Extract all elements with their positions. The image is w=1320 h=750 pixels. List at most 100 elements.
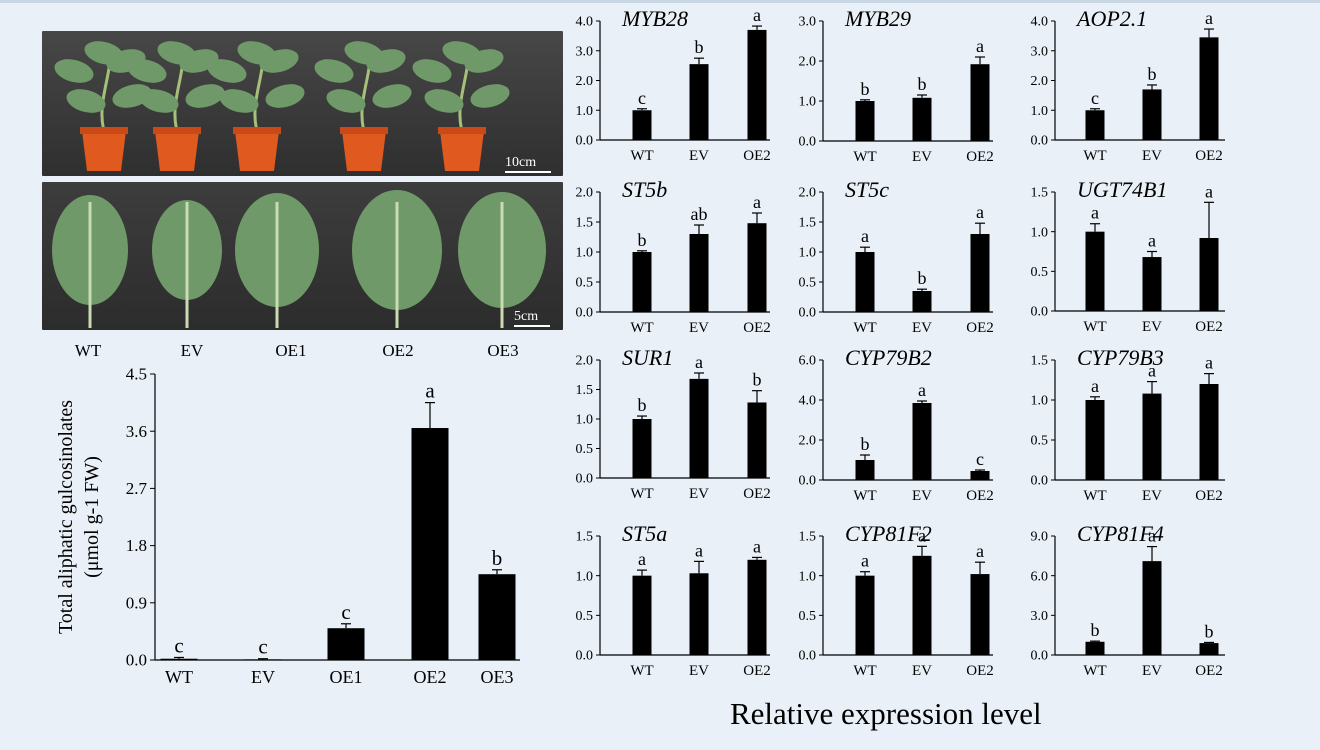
bar-oe1	[327, 628, 365, 660]
bar-wt	[160, 658, 198, 660]
y-tick-label: 4.0	[576, 15, 594, 30]
chart-title: UGT74B1	[1077, 177, 1167, 202]
plant-oe1	[207, 41, 305, 171]
x-tick-label: OE2	[966, 663, 994, 679]
chart-st5a: 0.0 0.5 1.0 1.5 a WT a EV a OE2 ST5a	[576, 521, 771, 679]
plant-leaf	[207, 59, 247, 83]
y-tick-label: 4.0	[1031, 15, 1049, 30]
significance-letter: a	[1205, 353, 1213, 373]
bar-wt	[855, 575, 875, 655]
significance-letter: a	[1148, 231, 1156, 251]
plant-pot	[155, 131, 199, 171]
bar-wt	[855, 460, 875, 480]
plant-oe3	[412, 41, 510, 171]
chart-cyp81f2: 0.0 0.5 1.0 1.5 a WT a EV a OE2 CYP81F2	[799, 521, 994, 679]
significance-letter: a	[1148, 361, 1156, 381]
significance-letter: a	[753, 536, 761, 556]
x-tick-label: OE2	[414, 667, 447, 687]
x-tick-label: EV	[251, 667, 275, 687]
y-tick-label: 0.0	[799, 474, 817, 489]
x-tick-label: OE2	[966, 320, 994, 336]
plant-leaf	[265, 84, 305, 108]
chart-title: ST5a	[622, 521, 667, 546]
plant-leaf	[372, 84, 412, 108]
chart-title: ST5c	[845, 177, 889, 202]
y-tick-label: 0.0	[576, 472, 594, 487]
x-tick-label: EV	[912, 663, 932, 679]
x-tick-label: WT	[853, 663, 876, 679]
bar-wt	[632, 419, 652, 478]
chart-myb28: 0.0 1.0 2.0 3.0 4.0 c WT b EV a OE2 MYB28	[576, 5, 771, 164]
y-tick-label: 1.5	[799, 530, 817, 545]
significance-letter: c	[976, 449, 984, 469]
y-tick-label: 1.0	[1031, 104, 1049, 119]
y-tick-label: 1.0	[576, 413, 594, 428]
y-tick-label: 0.5	[799, 609, 817, 624]
chart-cyp79b2: 0.0 2.0 4.0 6.0 b WT a EV c OE2 CYP79B2	[799, 345, 994, 504]
x-tick-label: WT	[630, 486, 653, 502]
chart-cyp79b3: 0.0 0.5 1.0 1.5 a WT a EV a OE2 CYP79B3	[1031, 345, 1225, 504]
y-tick-label: 2.0	[576, 186, 594, 201]
significance-letter: a	[1091, 203, 1099, 223]
plant-leaf	[326, 89, 366, 113]
chart-title: CYP79B2	[845, 345, 932, 370]
significance-letter: a	[753, 192, 761, 212]
y-tick-label: 0.5	[1031, 434, 1049, 449]
bar-oe2	[1199, 37, 1219, 140]
bar-oe2	[747, 29, 767, 140]
x-tick-label: EV	[1142, 663, 1162, 679]
bar-ev	[1142, 257, 1162, 311]
bar-oe2	[747, 402, 767, 478]
y-tick-label: 1.0	[1031, 394, 1049, 409]
bar-oe2	[747, 223, 767, 312]
significance-letter: a	[1205, 8, 1213, 28]
significance-letter: b	[753, 370, 762, 390]
plant-wt	[54, 41, 152, 171]
significance-letter: b	[695, 37, 704, 57]
leaf-oe1	[235, 193, 319, 328]
plant-leaf	[344, 41, 384, 65]
significance-letter: a	[861, 226, 869, 246]
x-tick-label: OE2	[1195, 148, 1223, 164]
y-tick-label: 3.0	[799, 15, 817, 30]
y-tick-label: 2.7	[126, 479, 148, 498]
scale-bar-10cm: 10cm	[505, 155, 551, 173]
chart-st5b: 0.0 0.5 1.0 1.5 2.0 b WT ab EV a OE2 ST5b	[576, 177, 771, 336]
bar-oe3	[478, 574, 516, 660]
y-tick-label: 0.0	[126, 651, 147, 670]
bar-oe2	[1199, 238, 1219, 311]
plant-oe2	[314, 41, 412, 171]
bar-ev	[1142, 561, 1162, 655]
plant-pot-rim	[438, 127, 486, 134]
chart-title: MYB28	[621, 6, 688, 31]
significance-letter: c	[638, 88, 646, 108]
bar-wt	[632, 252, 652, 312]
y-tick-label: 1.5	[576, 216, 594, 231]
photo-label-ev: EV	[180, 341, 204, 360]
plant-photo-art	[54, 41, 510, 171]
bar-oe2	[970, 234, 990, 312]
y-tick-label: 1.8	[126, 536, 147, 555]
bar-wt	[1085, 231, 1105, 311]
significance-letter: b	[918, 268, 927, 288]
plant-pot	[82, 131, 126, 171]
x-caption: Relative expression level	[730, 696, 1042, 731]
x-tick-label: EV	[1142, 148, 1162, 164]
y-tick-label: 2.0	[576, 354, 594, 369]
chart-title: CYP81F2	[845, 521, 932, 546]
plant-leaf	[84, 41, 124, 65]
x-tick-label: OE2	[743, 663, 771, 679]
x-tick-label: EV	[912, 488, 932, 504]
x-tick-label: WT	[630, 320, 653, 336]
y-tick-label: 1.0	[576, 246, 594, 261]
x-tick-label: WT	[1083, 148, 1106, 164]
y-tick-label: 1.5	[576, 383, 594, 398]
significance-letter: a	[976, 202, 984, 222]
y-tick-label: 0.0	[799, 306, 817, 321]
significance-letter: b	[638, 230, 647, 250]
y-tick-label: 1.0	[799, 95, 817, 110]
x-tick-label: EV	[1142, 488, 1162, 504]
x-tick-label: OE1	[330, 667, 363, 687]
y-tick-label: 0.5	[799, 276, 817, 291]
y-tick-label: 0.0	[1031, 134, 1049, 149]
